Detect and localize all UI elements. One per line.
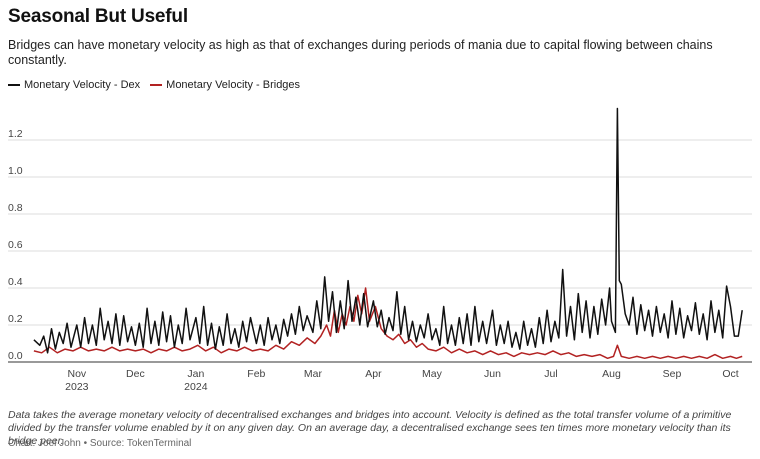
- x-tick-sublabel: 2024: [184, 381, 208, 393]
- legend-label-bridges: Monetary Velocity - Bridges: [166, 79, 301, 91]
- legend-item-bridges: Monetary Velocity - Bridges: [150, 79, 300, 91]
- x-tick-sublabel: 2023: [65, 381, 89, 393]
- series-line-bridges: [33, 287, 743, 360]
- y-tick-label: 0.2: [8, 313, 23, 325]
- x-tick-label: Jan: [187, 368, 204, 380]
- legend-item-dex: Monetary Velocity - Dex: [8, 79, 140, 91]
- series-line-dex: [33, 107, 743, 354]
- y-tick-label: 0.4: [8, 276, 23, 288]
- y-tick-label: 1.2: [8, 128, 23, 140]
- x-tick-label: Jul: [544, 368, 557, 380]
- chart-subtitle: Bridges can have monetary velocity as hi…: [8, 38, 713, 67]
- footnote: Data takes the average monetary velocity…: [8, 409, 732, 447]
- x-tick-label: Apr: [365, 368, 382, 380]
- x-tick-label: Aug: [602, 368, 621, 380]
- y-tick-label: 0.8: [8, 202, 23, 214]
- legend-label-dex: Monetary Velocity - Dex: [24, 79, 141, 91]
- y-tick-label: 0.0: [8, 350, 23, 362]
- x-tick-label: Nov: [67, 368, 86, 380]
- x-tick-label: Dec: [126, 368, 145, 380]
- x-tick-label: May: [422, 368, 443, 380]
- chart-legend: Monetary Velocity - Dex Monetary Velocit…: [8, 79, 310, 91]
- chart-credit: Chart: Joel John • Source: TokenTerminal: [8, 438, 192, 449]
- legend-swatch-bridges: [150, 84, 163, 86]
- chart-title: Seasonal But Useful: [8, 6, 188, 27]
- x-tick-label: Oct: [722, 368, 738, 380]
- y-tick-label: 0.6: [8, 239, 23, 251]
- x-tick-label: Mar: [304, 368, 323, 380]
- x-tick-label: Feb: [247, 368, 265, 380]
- x-tick-label: Sep: [663, 368, 682, 380]
- x-tick-label: Jun: [484, 368, 501, 380]
- legend-swatch-dex: [8, 84, 20, 86]
- y-tick-label: 1.0: [8, 165, 23, 177]
